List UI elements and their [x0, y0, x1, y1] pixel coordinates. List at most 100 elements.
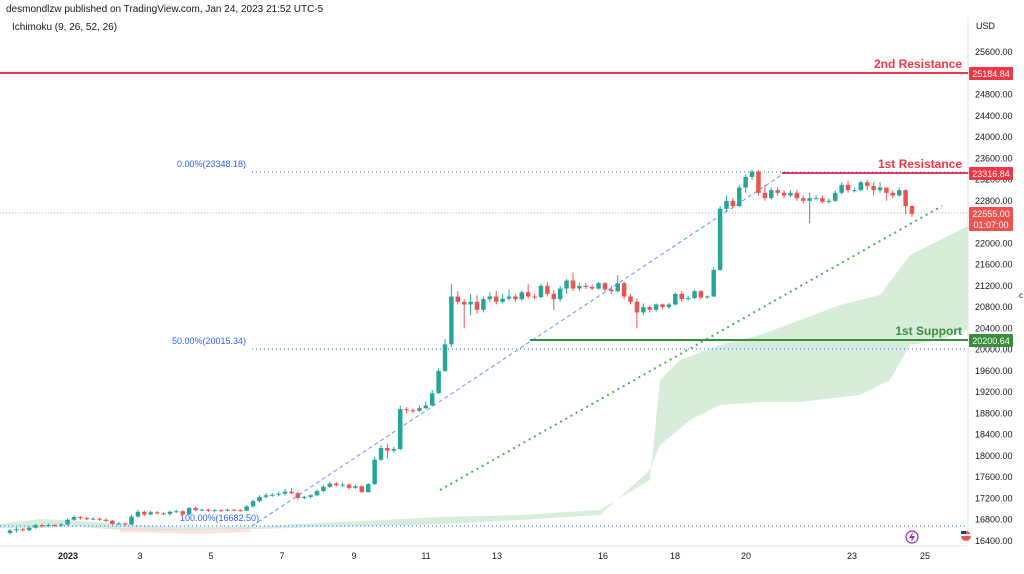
candle[interactable]: [884, 187, 889, 201]
candle[interactable]: [103, 518, 109, 522]
candle[interactable]: [596, 282, 601, 290]
candle[interactable]: [481, 296, 486, 313]
candle[interactable]: [244, 504, 249, 512]
candle[interactable]: [513, 293, 518, 302]
candle[interactable]: [212, 509, 217, 512]
candle[interactable]: [551, 290, 556, 310]
candle[interactable]: [282, 488, 288, 496]
candle[interactable]: [487, 292, 493, 302]
candle[interactable]: [615, 275, 620, 293]
candle[interactable]: [417, 405, 422, 412]
candle[interactable]: [628, 293, 633, 305]
candle[interactable]: [737, 184, 742, 208]
candle[interactable]: [58, 522, 64, 527]
candle[interactable]: [903, 189, 908, 215]
candle[interactable]: [314, 489, 320, 497]
candle[interactable]: [225, 508, 230, 512]
candle[interactable]: [308, 494, 313, 499]
candle[interactable]: [186, 506, 192, 515]
candle[interactable]: [39, 523, 45, 528]
candle[interactable]: [589, 284, 595, 291]
candle[interactable]: [167, 510, 173, 516]
candle[interactable]: [14, 527, 19, 533]
candle[interactable]: [33, 523, 38, 529]
candle[interactable]: [429, 390, 435, 407]
flag-icon[interactable]: [961, 531, 971, 541]
candle[interactable]: [78, 516, 83, 520]
candle[interactable]: [65, 518, 70, 526]
publisher-text[interactable]: desmondlzw published on TradingView.com,…: [6, 4, 324, 15]
candle[interactable]: [724, 195, 729, 212]
candle[interactable]: [474, 295, 480, 314]
candle[interactable]: [378, 445, 384, 462]
candle[interactable]: [557, 285, 563, 302]
candle[interactable]: [801, 195, 806, 204]
candle[interactable]: [20, 527, 26, 532]
candle[interactable]: [174, 509, 179, 513]
candle[interactable]: [423, 401, 429, 410]
candle[interactable]: [455, 291, 461, 305]
candle[interactable]: [161, 512, 166, 515]
candle[interactable]: [372, 457, 377, 486]
candle[interactable]: [46, 523, 51, 528]
candle[interactable]: [449, 284, 454, 347]
candle[interactable]: [896, 187, 902, 197]
candle[interactable]: [743, 174, 748, 193]
indicator-legend[interactable]: Ichimoku (9, 26, 52, 26): [12, 22, 118, 33]
candle[interactable]: [679, 291, 684, 302]
candle[interactable]: [270, 493, 275, 497]
candle[interactable]: [436, 368, 441, 395]
candle[interactable]: [532, 293, 537, 300]
candle[interactable]: [468, 293, 473, 316]
candle[interactable]: [142, 510, 147, 517]
candle[interactable]: [302, 495, 307, 500]
candle[interactable]: [909, 205, 915, 217]
candle[interactable]: [685, 295, 691, 301]
candle[interactable]: [781, 190, 787, 199]
candle[interactable]: [653, 303, 659, 312]
candle[interactable]: [461, 299, 467, 329]
candle[interactable]: [647, 305, 652, 313]
candle[interactable]: [749, 169, 755, 180]
candle[interactable]: [346, 483, 352, 490]
candle[interactable]: [839, 182, 844, 195]
candle[interactable]: [826, 198, 832, 204]
candle[interactable]: [340, 482, 345, 487]
candle[interactable]: [135, 509, 141, 518]
candle[interactable]: [397, 405, 403, 451]
candle[interactable]: [705, 295, 710, 299]
candle[interactable]: [122, 522, 128, 526]
candle[interactable]: [231, 509, 237, 512]
candle[interactable]: [97, 517, 102, 521]
candle[interactable]: [832, 190, 838, 202]
candle[interactable]: [180, 510, 185, 516]
candle[interactable]: [890, 190, 896, 199]
candle[interactable]: [538, 283, 544, 299]
candle[interactable]: [218, 509, 224, 512]
candle[interactable]: [154, 511, 160, 515]
candle[interactable]: [493, 291, 499, 305]
candle[interactable]: [756, 169, 761, 196]
candle[interactable]: [634, 298, 640, 329]
candle[interactable]: [660, 303, 665, 309]
candle[interactable]: [820, 195, 825, 204]
candle[interactable]: [788, 190, 793, 198]
fib-diagonal[interactable]: [251, 171, 787, 527]
candle[interactable]: [666, 302, 672, 309]
candle[interactable]: [692, 289, 697, 300]
candle[interactable]: [199, 508, 205, 512]
lightning-icon[interactable]: [905, 530, 919, 544]
candle[interactable]: [673, 292, 678, 306]
candle[interactable]: [193, 506, 198, 512]
candle[interactable]: [289, 487, 294, 495]
candle[interactable]: [871, 182, 876, 196]
candle[interactable]: [545, 282, 550, 297]
candle[interactable]: [852, 188, 857, 193]
candle[interactable]: [353, 484, 358, 489]
candle[interactable]: [7, 529, 13, 535]
candle[interactable]: [813, 195, 819, 200]
candle[interactable]: [577, 283, 582, 292]
candle[interactable]: [90, 517, 96, 521]
candle[interactable]: [276, 491, 281, 497]
candle[interactable]: [129, 514, 134, 526]
